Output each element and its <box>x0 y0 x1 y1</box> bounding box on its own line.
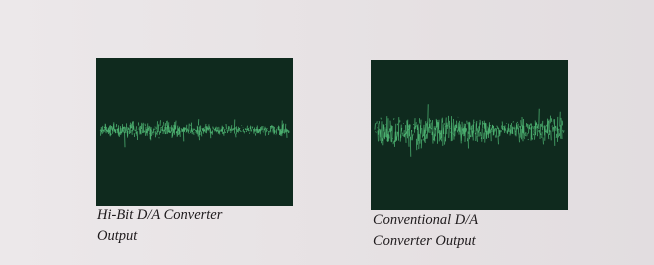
caption-line: Conventional D/A <box>373 210 478 231</box>
page: Hi-Bit D/A Converter Output Conventional… <box>0 0 654 265</box>
caption: Hi-Bit D/A Converter Output <box>97 205 222 247</box>
caption-line: Output <box>97 226 222 247</box>
caption-line: Converter Output <box>373 231 478 252</box>
oscilloscope-display <box>371 60 568 210</box>
caption: Conventional D/A Converter Output <box>373 210 478 252</box>
oscilloscope-display <box>96 58 293 206</box>
caption-line: Hi-Bit D/A Converter <box>97 205 222 226</box>
